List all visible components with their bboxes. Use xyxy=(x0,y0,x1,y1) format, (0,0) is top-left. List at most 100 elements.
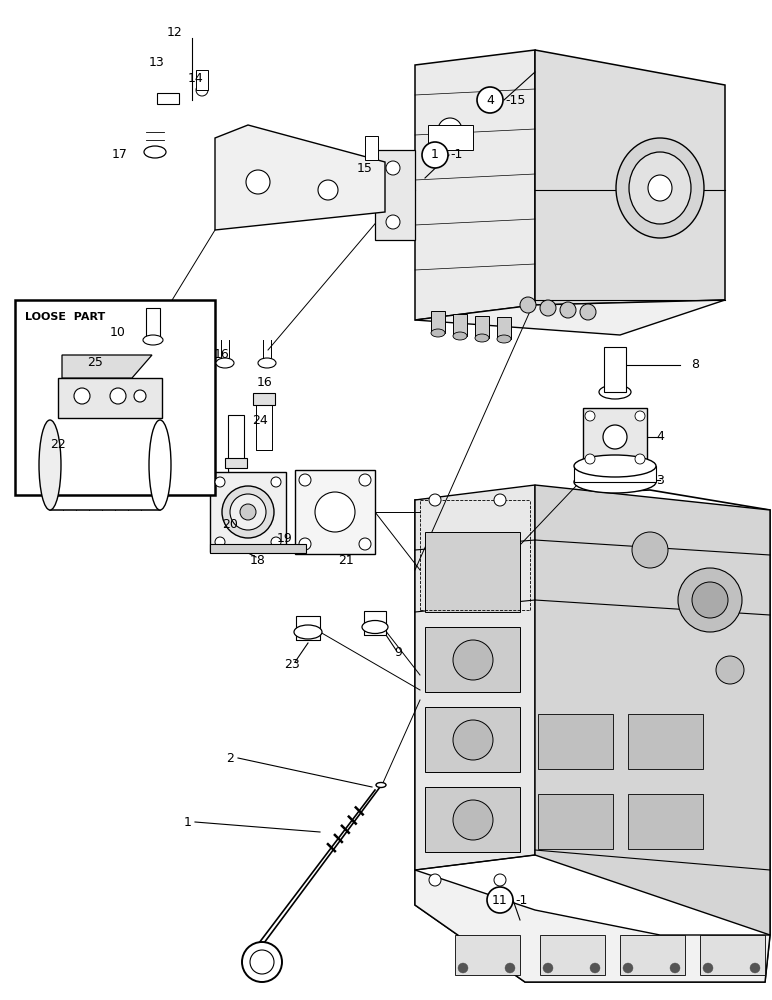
Bar xyxy=(253,393,275,405)
Bar xyxy=(295,470,375,554)
Circle shape xyxy=(318,180,338,200)
Circle shape xyxy=(453,640,493,680)
Bar xyxy=(628,714,703,769)
Circle shape xyxy=(110,388,126,404)
Text: 8: 8 xyxy=(691,359,699,371)
Circle shape xyxy=(632,532,668,568)
Ellipse shape xyxy=(629,152,691,224)
Ellipse shape xyxy=(648,175,672,201)
Bar xyxy=(228,415,244,460)
Text: 4: 4 xyxy=(486,94,494,106)
Polygon shape xyxy=(415,50,535,320)
Circle shape xyxy=(505,963,515,973)
Ellipse shape xyxy=(497,335,511,343)
Bar xyxy=(540,935,605,975)
Circle shape xyxy=(635,454,645,464)
Circle shape xyxy=(716,656,744,684)
Text: 10: 10 xyxy=(110,326,126,338)
Text: LOOSE  PART: LOOSE PART xyxy=(25,312,105,322)
Bar xyxy=(538,794,613,849)
Bar xyxy=(453,314,467,336)
Bar xyxy=(431,311,445,333)
Circle shape xyxy=(422,142,448,168)
Ellipse shape xyxy=(453,332,467,340)
Text: 1: 1 xyxy=(431,148,439,161)
Circle shape xyxy=(560,302,576,318)
Bar xyxy=(620,935,685,975)
Circle shape xyxy=(540,300,556,316)
Text: 1: 1 xyxy=(184,816,192,828)
Bar xyxy=(497,317,511,339)
Text: 14: 14 xyxy=(188,73,204,86)
Text: 16: 16 xyxy=(214,349,230,361)
Circle shape xyxy=(487,887,513,913)
Polygon shape xyxy=(62,355,152,378)
Circle shape xyxy=(585,454,595,464)
Circle shape xyxy=(242,942,282,982)
Text: 17: 17 xyxy=(112,148,128,161)
Circle shape xyxy=(299,474,311,486)
Bar xyxy=(428,125,473,150)
Polygon shape xyxy=(415,485,535,870)
Text: 19: 19 xyxy=(277,532,293,544)
Ellipse shape xyxy=(294,625,322,639)
Polygon shape xyxy=(535,50,725,305)
Circle shape xyxy=(458,963,468,973)
Circle shape xyxy=(494,874,506,886)
Circle shape xyxy=(359,474,371,486)
Text: 11: 11 xyxy=(492,894,508,906)
Circle shape xyxy=(240,504,256,520)
Bar xyxy=(425,532,520,612)
Circle shape xyxy=(477,87,503,113)
Bar xyxy=(256,405,272,450)
Bar xyxy=(225,458,247,468)
Ellipse shape xyxy=(149,420,171,510)
Ellipse shape xyxy=(376,782,386,788)
Circle shape xyxy=(670,963,680,973)
Circle shape xyxy=(271,477,281,487)
Text: -1: -1 xyxy=(515,894,527,906)
Circle shape xyxy=(590,963,600,973)
Bar xyxy=(700,935,765,975)
Text: 3: 3 xyxy=(656,474,664,487)
Bar xyxy=(425,787,520,852)
Circle shape xyxy=(215,537,225,547)
Polygon shape xyxy=(415,300,725,335)
Bar xyxy=(365,136,378,160)
Bar xyxy=(583,408,647,466)
Ellipse shape xyxy=(616,138,704,238)
Bar xyxy=(210,472,286,552)
Circle shape xyxy=(453,720,493,760)
Circle shape xyxy=(215,477,225,487)
Text: 15: 15 xyxy=(357,161,373,174)
Circle shape xyxy=(250,950,274,974)
Bar xyxy=(425,627,520,692)
Circle shape xyxy=(315,492,355,532)
Circle shape xyxy=(453,800,493,840)
Ellipse shape xyxy=(39,420,61,510)
Circle shape xyxy=(196,84,208,96)
Ellipse shape xyxy=(144,146,166,158)
Text: 24: 24 xyxy=(252,414,268,426)
Ellipse shape xyxy=(216,358,234,368)
Circle shape xyxy=(703,963,713,973)
Text: 2: 2 xyxy=(226,752,234,764)
Circle shape xyxy=(134,390,146,402)
Text: 21: 21 xyxy=(338,554,354,566)
Bar xyxy=(15,300,215,495)
Ellipse shape xyxy=(258,358,276,368)
Circle shape xyxy=(429,874,441,886)
Circle shape xyxy=(692,582,728,618)
Circle shape xyxy=(580,304,596,320)
Text: 4: 4 xyxy=(656,430,664,444)
Text: 20: 20 xyxy=(222,518,238,530)
Polygon shape xyxy=(535,485,770,935)
Ellipse shape xyxy=(362,620,388,634)
Circle shape xyxy=(230,494,266,530)
Bar xyxy=(364,611,386,635)
Ellipse shape xyxy=(143,335,163,345)
Bar xyxy=(604,347,626,392)
Bar xyxy=(425,707,520,772)
Circle shape xyxy=(520,297,536,313)
Circle shape xyxy=(359,538,371,550)
